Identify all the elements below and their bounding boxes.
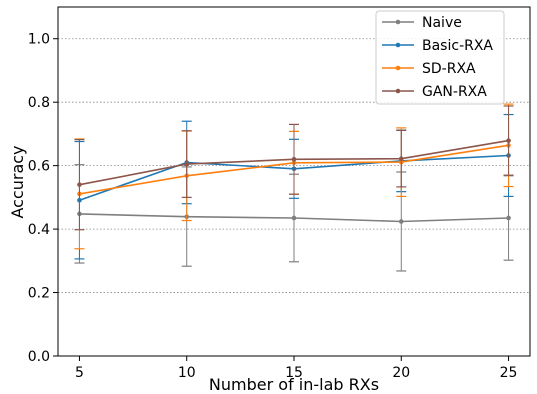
data-point <box>77 182 82 187</box>
x-tick-label: 15 <box>285 365 303 381</box>
y-tick-label: 0.2 <box>28 286 50 302</box>
x-axis-label: Number of in-lab RXs <box>209 375 379 394</box>
legend-box <box>375 10 505 105</box>
x-tick-label: 20 <box>392 365 410 381</box>
y-tick-label: 0.4 <box>28 222 50 238</box>
y-tick-label: 0.8 <box>28 95 50 111</box>
data-point <box>506 215 511 221</box>
legend-label: Naive <box>422 15 462 31</box>
y-tick-label: 0.0 <box>28 349 50 365</box>
legend-label: Basic-RXA <box>422 38 493 54</box>
legend: Naive Basic-RXA SD-RXA GAN-RXA <box>375 10 505 105</box>
legend-marker <box>395 65 401 71</box>
x-tick-label: 25 <box>500 365 518 381</box>
legend-marker <box>395 88 401 94</box>
series-gan-rxa <box>74 105 514 231</box>
data-point <box>291 156 297 162</box>
y-axis-label: Accuracy <box>8 145 27 218</box>
y-tick-label: 1.0 <box>28 32 50 48</box>
data-point <box>398 156 404 161</box>
data-point <box>184 161 190 167</box>
legend-marker <box>395 19 401 25</box>
legend-label: GAN-RXA <box>422 84 487 100</box>
x-tick-label: 5 <box>75 365 84 381</box>
legend-label: SD-RXA <box>422 61 476 77</box>
series-layer <box>74 103 514 272</box>
x-tick-label: 10 <box>178 365 196 381</box>
data-point <box>398 219 404 224</box>
y-tick-label: 0.6 <box>28 159 50 175</box>
data-point <box>506 138 511 143</box>
axis-ticks: 0.0 0.2 0.4 0.6 0.8 1.0 5 10 15 20 25 <box>28 32 518 381</box>
data-point <box>291 215 297 221</box>
legend-marker <box>395 42 401 48</box>
